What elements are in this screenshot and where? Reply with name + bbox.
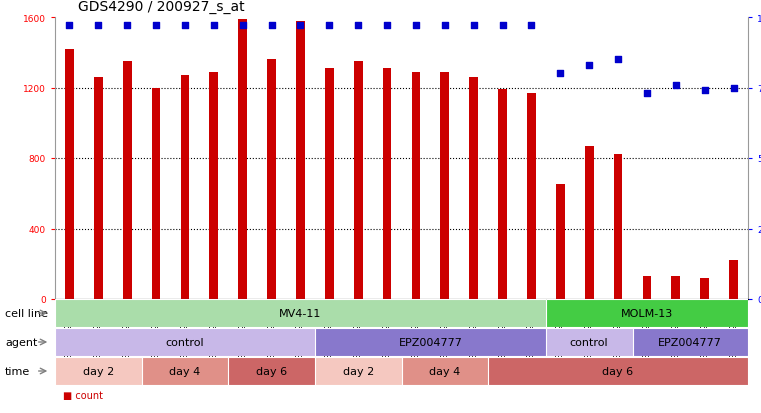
Bar xyxy=(527,94,536,299)
Bar xyxy=(180,76,189,299)
Point xyxy=(525,23,537,30)
Text: day 2: day 2 xyxy=(83,366,114,376)
Text: day 6: day 6 xyxy=(256,366,287,376)
Bar xyxy=(642,276,651,299)
Text: GDS4290 / 200927_s_at: GDS4290 / 200927_s_at xyxy=(78,0,244,14)
Bar xyxy=(325,69,333,299)
Point xyxy=(208,23,220,30)
Text: cell line: cell line xyxy=(5,308,48,318)
Bar xyxy=(151,88,161,299)
Bar xyxy=(585,146,594,299)
Point xyxy=(352,23,365,30)
Bar xyxy=(296,21,304,299)
Bar xyxy=(94,78,103,299)
Bar xyxy=(412,72,420,299)
Point xyxy=(583,62,595,69)
Text: ■ count: ■ count xyxy=(62,390,103,400)
Bar xyxy=(700,278,709,299)
Text: time: time xyxy=(5,366,30,376)
Point xyxy=(641,90,653,97)
Point xyxy=(121,23,133,30)
Bar xyxy=(123,62,132,299)
Bar xyxy=(267,60,276,299)
Point xyxy=(381,23,393,30)
Text: day 6: day 6 xyxy=(603,366,634,376)
Text: EPZ004777: EPZ004777 xyxy=(399,337,463,347)
Point xyxy=(612,57,624,64)
Point xyxy=(699,88,711,95)
Text: day 4: day 4 xyxy=(169,366,201,376)
Text: MV4-11: MV4-11 xyxy=(279,308,322,318)
Point xyxy=(728,85,740,92)
Point xyxy=(266,23,278,30)
Text: MOLM-13: MOLM-13 xyxy=(621,308,673,318)
Bar xyxy=(613,155,622,299)
Text: day 2: day 2 xyxy=(342,366,374,376)
Point xyxy=(323,23,336,30)
Point xyxy=(92,23,104,30)
Bar xyxy=(729,261,738,299)
Point xyxy=(467,23,479,30)
Text: control: control xyxy=(570,337,609,347)
Bar xyxy=(238,20,247,299)
Bar xyxy=(441,72,449,299)
Bar xyxy=(65,50,74,299)
Point xyxy=(554,71,566,78)
Bar xyxy=(498,90,507,299)
Point xyxy=(63,23,75,30)
Point xyxy=(150,23,162,30)
Point xyxy=(670,82,682,89)
Point xyxy=(439,23,451,30)
Point xyxy=(179,23,191,30)
Bar xyxy=(209,72,218,299)
Bar xyxy=(671,276,680,299)
Bar xyxy=(383,69,391,299)
Bar xyxy=(556,185,565,299)
Bar xyxy=(470,78,478,299)
Text: control: control xyxy=(166,337,204,347)
Point xyxy=(295,23,307,30)
Point xyxy=(496,23,508,30)
Bar xyxy=(354,62,362,299)
Text: EPZ004777: EPZ004777 xyxy=(658,337,722,347)
Text: agent: agent xyxy=(5,337,37,347)
Point xyxy=(410,23,422,30)
Point xyxy=(237,23,249,30)
Text: day 4: day 4 xyxy=(429,366,460,376)
